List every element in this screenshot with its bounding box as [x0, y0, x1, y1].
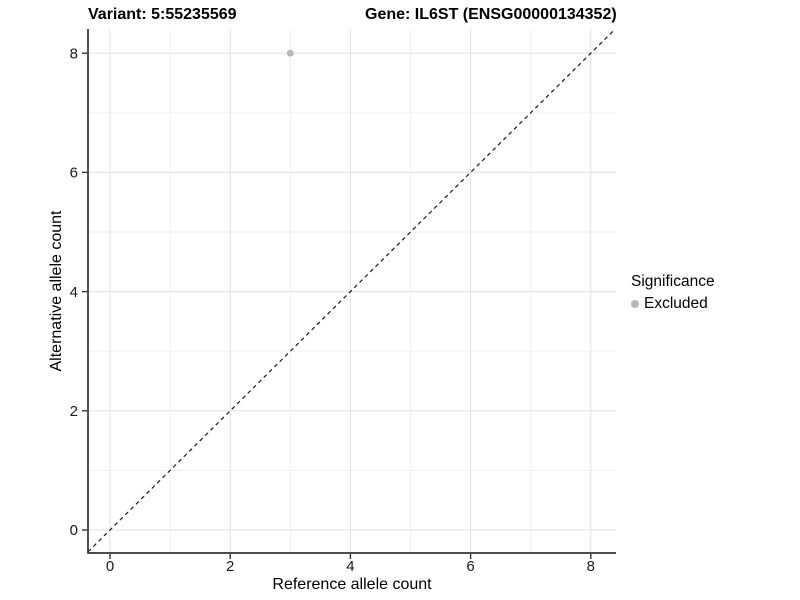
y-tick-label: 6 — [70, 165, 78, 182]
x-tick-label: 8 — [587, 558, 595, 575]
x-tick-label: 0 — [106, 558, 114, 575]
legend: Significance Excluded — [631, 273, 715, 313]
axis-lines — [87, 29, 616, 554]
y-tick-labels: 0 2 4 6 8 — [70, 45, 78, 539]
data-point — [286, 49, 294, 57]
y-tick-label: 0 — [70, 522, 78, 539]
x-tick-labels: 0 2 4 6 8 — [106, 558, 595, 575]
legend-items: Excluded — [631, 295, 715, 313]
legend-item-label: Excluded — [644, 295, 708, 312]
legend-title: Significance — [631, 273, 715, 290]
variant-title: Variant: 5:55235569 — [88, 6, 237, 23]
x-tick-label: 6 — [466, 558, 474, 575]
y-tick-label: 2 — [70, 403, 78, 420]
x-tick-label: 2 — [226, 558, 234, 575]
y-tick-label: 8 — [70, 45, 78, 62]
major-gridlines — [88, 29, 616, 553]
y-axis-title: Alternative allele count — [48, 210, 65, 372]
x-tick-label: 4 — [346, 558, 354, 575]
minor-gridlines — [88, 29, 616, 553]
identity-dashed-line — [87, 28, 616, 553]
legend-point-icon — [631, 300, 639, 308]
scatter-points — [286, 49, 294, 57]
gene-title: Gene: IL6ST (ENSG00000134352) — [365, 6, 617, 23]
y-tick-label: 4 — [70, 284, 78, 301]
legend-item-excluded: Excluded — [631, 295, 715, 313]
axis-tick-marks — [82, 52, 592, 559]
x-axis-title: Reference allele count — [272, 576, 432, 593]
